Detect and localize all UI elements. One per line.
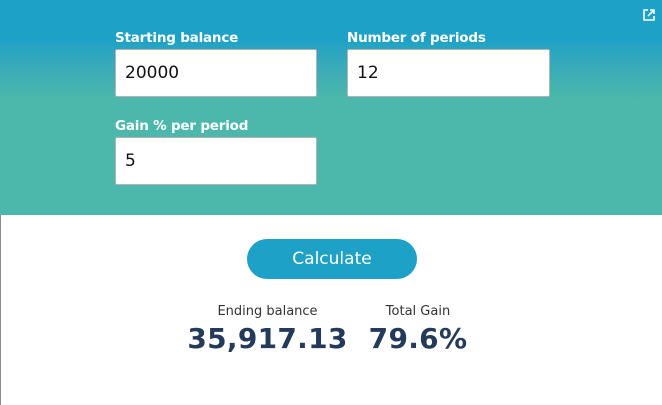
total-gain-value: 79.6% [368, 322, 468, 355]
input-panel: Starting balance Number of periods Gain … [0, 0, 662, 215]
starting-balance-label: Starting balance [115, 30, 239, 46]
gain-per-period-label: Gain % per period [115, 118, 249, 134]
open-in-new-window-icon[interactable] [642, 8, 656, 22]
gain-per-period-input[interactable] [115, 137, 317, 185]
frame-border [0, 215, 1, 405]
ending-balance-value: 35,917.13 [187, 322, 348, 355]
number-of-periods-label: Number of periods [347, 30, 486, 46]
starting-balance-input[interactable] [115, 49, 317, 97]
total-gain-label: Total Gain [385, 304, 451, 319]
calculate-button[interactable]: Calculate [247, 239, 417, 279]
ending-balance-label: Ending balance [217, 304, 318, 319]
number-of-periods-input[interactable] [347, 49, 550, 97]
